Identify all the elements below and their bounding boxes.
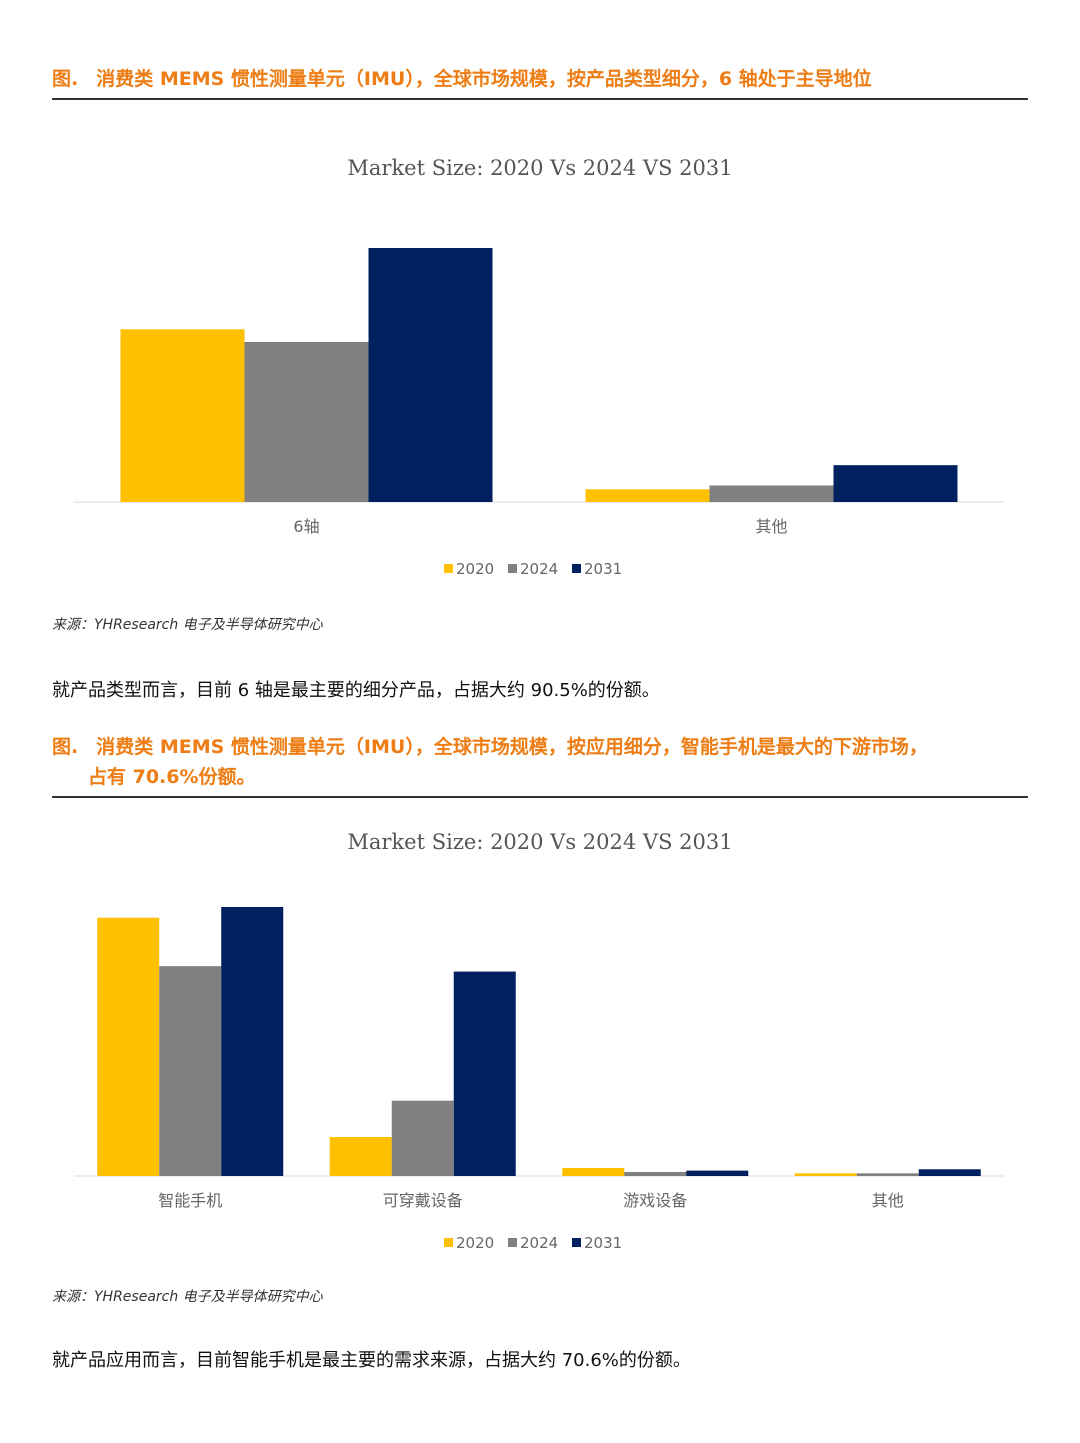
bar-2020-1 [120,329,245,502]
chart-title: Market Size: 2020 Vs 2024 VS 2031 [347,156,732,180]
legend-swatch-2024 [508,564,517,573]
figure-caption-2: 图. 消费类 MEMS 惯性测量单元（IMU），全球市场规模，按应用细分，智能手机… [52,732,1028,798]
bar-2024-2 [709,485,834,502]
bar-2020-3 [562,1167,625,1176]
bar-2031-2 [453,971,516,1176]
bar-2024-1 [244,341,369,502]
legend-swatch-2031 [572,564,581,573]
bar-2020-2 [585,489,710,502]
bar-2020-1 [97,917,160,1176]
legend-swatch-2031 [572,1238,581,1247]
bar-2031-1 [368,248,493,502]
body-paragraph: 就产品类型而言，目前 6 轴是最主要的细分产品，占据大约 90.5%的份额。 [52,680,660,701]
bar-2031-2 [833,465,958,502]
legend-label-2024: 2024 [520,1234,558,1252]
legend-swatch-2024 [508,1238,517,1247]
category-label: 游戏设备 [623,1191,687,1210]
bar-2031-3 [686,1170,749,1176]
category-label: 可穿戴设备 [383,1191,463,1210]
legend-swatch-2020 [444,564,453,573]
bar-chart-product-type: Market Size: 2020 Vs 2024 VS 2031 6轴 其他 202… [74,156,1004,578]
source-note: 来源：YHResearch 电子及半导体研究中心 [52,617,323,633]
legend-swatch-2020 [444,1238,453,1247]
legend-label-2031: 2031 [584,560,622,578]
legend-label-2031: 2031 [584,1234,622,1252]
bar-2020-2 [329,1136,392,1176]
caption-text: 消费类 MEMS 惯性测量单元（IMU），全球市场规模，按应用细分，智能手机是最… [96,736,928,758]
bar-2024-2 [391,1100,454,1176]
bar-2020-4 [794,1173,857,1176]
legend-label-2024: 2024 [520,560,558,578]
source-note: 来源：YHResearch 电子及半导体研究中心 [52,1289,323,1305]
bar-chart-application: Market Size: 2020 Vs 2024 VS 2031 智能手机 可穿戴… [74,830,1004,1252]
category-label: 其他 [872,1191,904,1210]
bar-2024-1 [159,966,222,1176]
category-label: 智能手机 [158,1191,222,1210]
bar-2031-4 [918,1169,981,1176]
caption-tag: 图. [52,736,79,758]
bar-2024-4 [856,1173,919,1176]
caption-text-continued: 占有 70.6%份额。 [88,766,256,788]
caption-text: 消费类 MEMS 惯性测量单元（IMU），全球市场规模，按产品类型细分，6 轴处… [96,68,872,90]
legend-label-2020: 2020 [456,1234,494,1252]
bar-2024-3 [624,1171,687,1176]
category-label: 其他 [755,517,787,536]
bar-2031-1 [221,907,284,1176]
category-label: 6轴 [293,517,319,536]
figure-caption-1: 图. 消费类 MEMS 惯性测量单元（IMU），全球市场规模，按产品类型细分，6 … [52,64,1028,100]
chart-title: Market Size: 2020 Vs 2024 VS 2031 [347,830,732,854]
legend-label-2020: 2020 [456,560,494,578]
body-paragraph: 就产品应用而言，目前智能手机是最主要的需求来源，占据大约 70.6%的份额。 [52,1350,691,1371]
caption-tag: 图. [52,68,79,90]
